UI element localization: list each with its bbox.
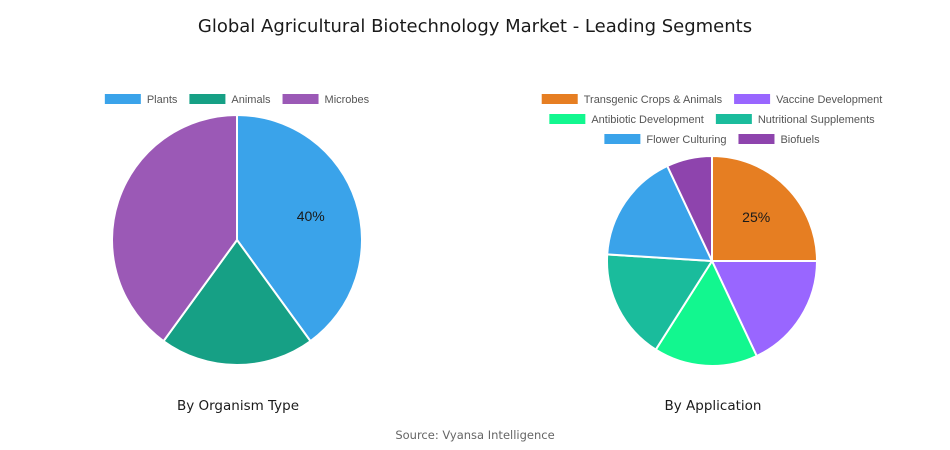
pie-organism-type: 40% [111,113,363,366]
legend-label: Vaccine Development [776,94,882,106]
slice-antibiotic-development [654,258,759,367]
slice-transgenic-crops-and-animals [711,154,819,262]
legend-item-biofuels[interactable]: Biofuels [738,134,820,146]
legend-item-vaccine-development[interactable]: Vaccine Development [734,94,882,106]
legend-swatch [604,134,641,144]
legend-swatch [734,94,771,104]
legend-swatch [541,94,578,104]
legend-swatch [282,94,319,104]
legend-label: Animals [231,94,271,106]
slice-vaccine-development [710,260,819,358]
source-note: Source: Vyansa Intelligence [395,428,555,442]
legend-label: Nutritional Supplements [758,114,875,126]
legend-swatch [549,114,586,124]
legend-label: Microbes [325,94,370,106]
slice-nutritional-supplements [606,253,714,352]
legend-item-microbes[interactable]: Microbes [282,94,370,106]
slice-label-plants: 40% [297,208,325,224]
slice-flower-culturing [606,164,714,263]
legend-label: Plants [147,94,178,106]
legend-item-animals[interactable]: Animals [189,94,271,106]
slice-animals [162,238,312,366]
subtitle-organism-type: By Organism Type [176,398,300,414]
legend-item-nutritional-supplements[interactable]: Nutritional Supplements [715,114,875,126]
slice-biofuels [665,154,713,262]
legend-label: Biofuels [780,134,820,146]
pie-application: 25% [606,154,819,367]
legend-swatch [189,94,226,104]
chart-title: Global Agricultural Biotechnology Market… [197,16,753,37]
slice-plants [236,113,363,343]
subtitle-application: By Application [664,398,762,414]
legend-swatch [738,134,775,144]
legend-swatch [715,114,752,124]
slice-microbes [111,113,238,343]
legend-item-plants[interactable]: Plants [104,94,178,106]
legend-item-antibiotic-development[interactable]: Antibiotic Development [549,114,704,126]
legend-item-flower-culturing[interactable]: Flower Culturing [604,134,726,146]
legend-label: Antibiotic Development [591,114,704,126]
legend-label: Transgenic Crops & Animals [584,94,723,106]
legend-label: Flower Culturing [646,134,726,146]
legend-application: Transgenic Crops & Animals Vaccine Develo… [541,94,882,146]
slice-label-transgenic-crops-and-animals: 25% [742,209,770,225]
legend-organism-type: Plants Animals Microbes [104,94,370,106]
legend-swatch [104,94,141,104]
legend-item-transgenic-crops-and-animals[interactable]: Transgenic Crops & Animals [541,94,723,106]
